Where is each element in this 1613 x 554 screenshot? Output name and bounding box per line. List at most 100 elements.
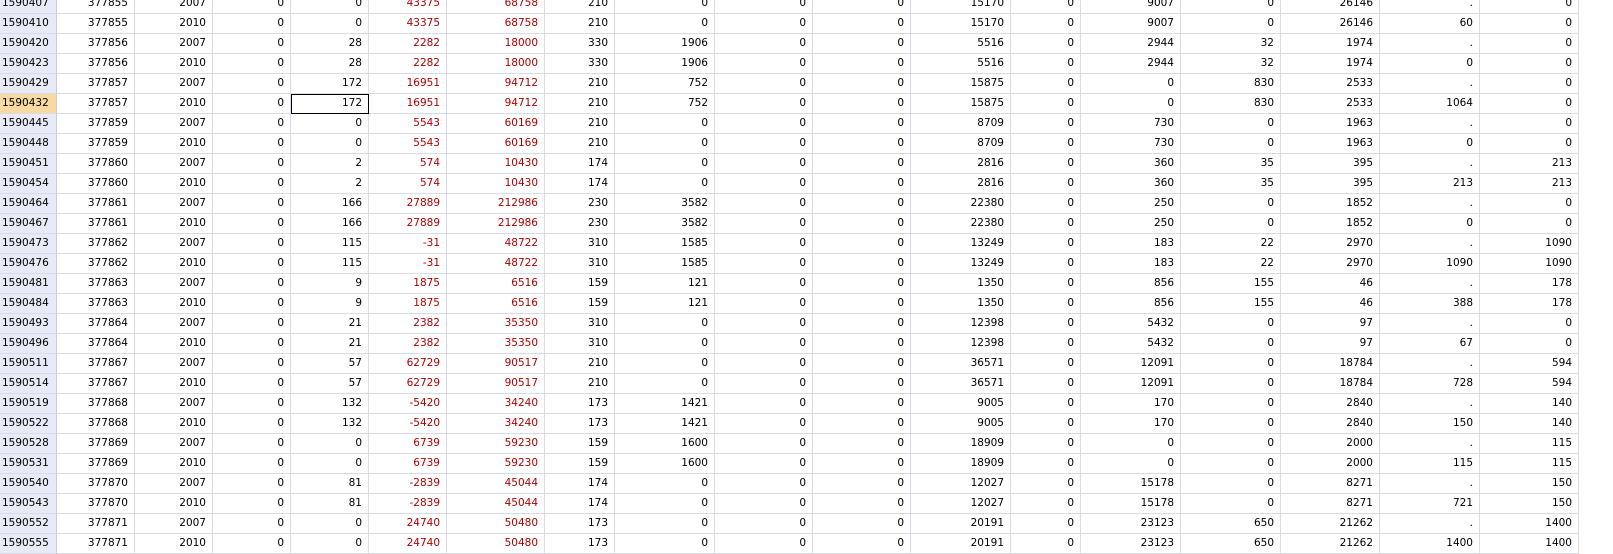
table-cell[interactable]: 0 [213,434,291,454]
table-cell[interactable]: 0 [213,34,291,54]
table-cell[interactable]: 310 [545,334,615,354]
table-cell[interactable]: 0 [615,354,715,374]
row-header[interactable]: 1590473 [0,234,57,254]
table-cell[interactable]: 62729 [369,354,447,374]
table-cell[interactable]: 159 [545,294,615,314]
table-cell[interactable]: 20191 [911,514,1011,534]
table-cell[interactable]: 377869 [57,454,135,474]
table-cell[interactable]: 310 [545,254,615,274]
table-cell[interactable]: 0 [213,254,291,274]
row-header[interactable]: 1590484 [0,294,57,314]
table-cell[interactable]: 0 [615,534,715,554]
table-cell[interactable]: 0 [1011,194,1081,214]
table-cell[interactable]: 1090 [1480,234,1579,254]
row-header[interactable]: 1590420 [0,34,57,54]
table-cell[interactable]: 377867 [57,374,135,394]
table-cell[interactable]: 377856 [57,34,135,54]
table-cell[interactable]: 0 [213,494,291,514]
table-cell[interactable]: 0 [1480,134,1579,154]
row-header[interactable]: 1590481 [0,274,57,294]
table-cell[interactable]: 0 [213,114,291,134]
table-cell[interactable]: 377862 [57,254,135,274]
table-cell[interactable]: 721 [1380,494,1480,514]
table-cell[interactable]: 0 [715,354,813,374]
table-cell[interactable]: 1875 [369,294,447,314]
table-cell[interactable]: 0 [615,314,715,334]
row-header[interactable]: 1590552 [0,514,57,534]
table-cell[interactable]: 2282 [369,34,447,54]
table-cell[interactable]: 0 [715,194,813,214]
table-cell[interactable]: 1400 [1380,534,1480,554]
table-cell[interactable]: 212986 [447,214,545,234]
table-cell[interactable]: 0 [213,394,291,414]
table-cell[interactable]: 1906 [615,54,715,74]
table-cell[interactable]: 2010 [135,294,213,314]
row-header[interactable]: 1590429 [0,74,57,94]
table-cell[interactable]: 0 [813,334,911,354]
table-cell[interactable]: 1350 [911,274,1011,294]
table-cell[interactable]: -5420 [369,394,447,414]
table-cell[interactable]: 1350 [911,294,1011,314]
table-cell[interactable]: 0 [1181,14,1281,34]
table-cell[interactable]: 27889 [369,214,447,234]
table-cell[interactable]: 27889 [369,194,447,214]
table-cell[interactable]: 0 [813,154,911,174]
table-cell[interactable]: 377861 [57,214,135,234]
table-cell[interactable]: 22380 [911,214,1011,234]
table-cell[interactable]: 377868 [57,414,135,434]
row-header[interactable]: 1590531 [0,454,57,474]
table-cell[interactable]: 0 [813,34,911,54]
table-cell[interactable]: 210 [545,14,615,34]
table-cell[interactable]: 0 [213,0,291,14]
table-cell[interactable]: 752 [615,74,715,94]
table-cell[interactable]: 2010 [135,334,213,354]
table-cell[interactable]: 159 [545,454,615,474]
table-cell[interactable]: 2840 [1281,414,1380,434]
table-cell[interactable]: . [1380,514,1480,534]
table-cell[interactable]: 68758 [447,14,545,34]
table-cell[interactable]: 48722 [447,254,545,274]
table-cell[interactable]: 0 [1480,34,1579,54]
table-cell[interactable]: 2010 [135,374,213,394]
table-cell[interactable]: 150 [1480,474,1579,494]
table-cell[interactable]: 0 [1011,154,1081,174]
table-cell[interactable]: 0 [1011,0,1081,14]
table-cell[interactable]: 0 [213,154,291,174]
table-cell[interactable]: 2007 [135,274,213,294]
table-cell[interactable]: 115 [291,254,369,274]
table-cell[interactable]: 0 [1011,534,1081,554]
table-cell[interactable]: 15875 [911,74,1011,94]
table-cell[interactable]: 0 [715,174,813,194]
table-cell[interactable]: 377855 [57,14,135,34]
table-cell[interactable]: 0 [813,234,911,254]
table-cell[interactable]: 377863 [57,294,135,314]
row-header[interactable]: 1590543 [0,494,57,514]
table-cell[interactable]: 0 [1011,74,1081,94]
table-cell[interactable]: 1875 [369,274,447,294]
table-cell[interactable]: 0 [213,294,291,314]
table-cell[interactable]: 18000 [447,34,545,54]
table-cell[interactable]: 0 [813,374,911,394]
table-cell[interactable]: 2282 [369,54,447,74]
table-cell[interactable]: 2010 [135,174,213,194]
table-cell[interactable]: 0 [213,174,291,194]
table-cell[interactable]: 395 [1281,154,1380,174]
table-cell[interactable]: 0 [1011,514,1081,534]
table-cell[interactable]: 24740 [369,534,447,554]
table-cell[interactable]: 10430 [447,174,545,194]
table-cell[interactable]: 5516 [911,34,1011,54]
table-cell[interactable]: 57 [291,374,369,394]
table-cell[interactable]: 250 [1081,194,1181,214]
table-cell[interactable]: 150 [1380,414,1480,434]
table-cell[interactable]: 0 [1011,114,1081,134]
table-cell[interactable]: 21 [291,334,369,354]
table-cell[interactable]: 213 [1480,154,1579,174]
table-cell[interactable]: 23123 [1081,514,1181,534]
table-cell[interactable]: 377864 [57,314,135,334]
table-cell[interactable]: 0 [213,194,291,214]
table-cell[interactable]: 0 [213,14,291,34]
table-cell[interactable]: 68758 [447,0,545,14]
table-cell[interactable]: 0 [1480,14,1579,34]
table-cell[interactable]: . [1380,234,1480,254]
table-cell[interactable]: -5420 [369,414,447,434]
